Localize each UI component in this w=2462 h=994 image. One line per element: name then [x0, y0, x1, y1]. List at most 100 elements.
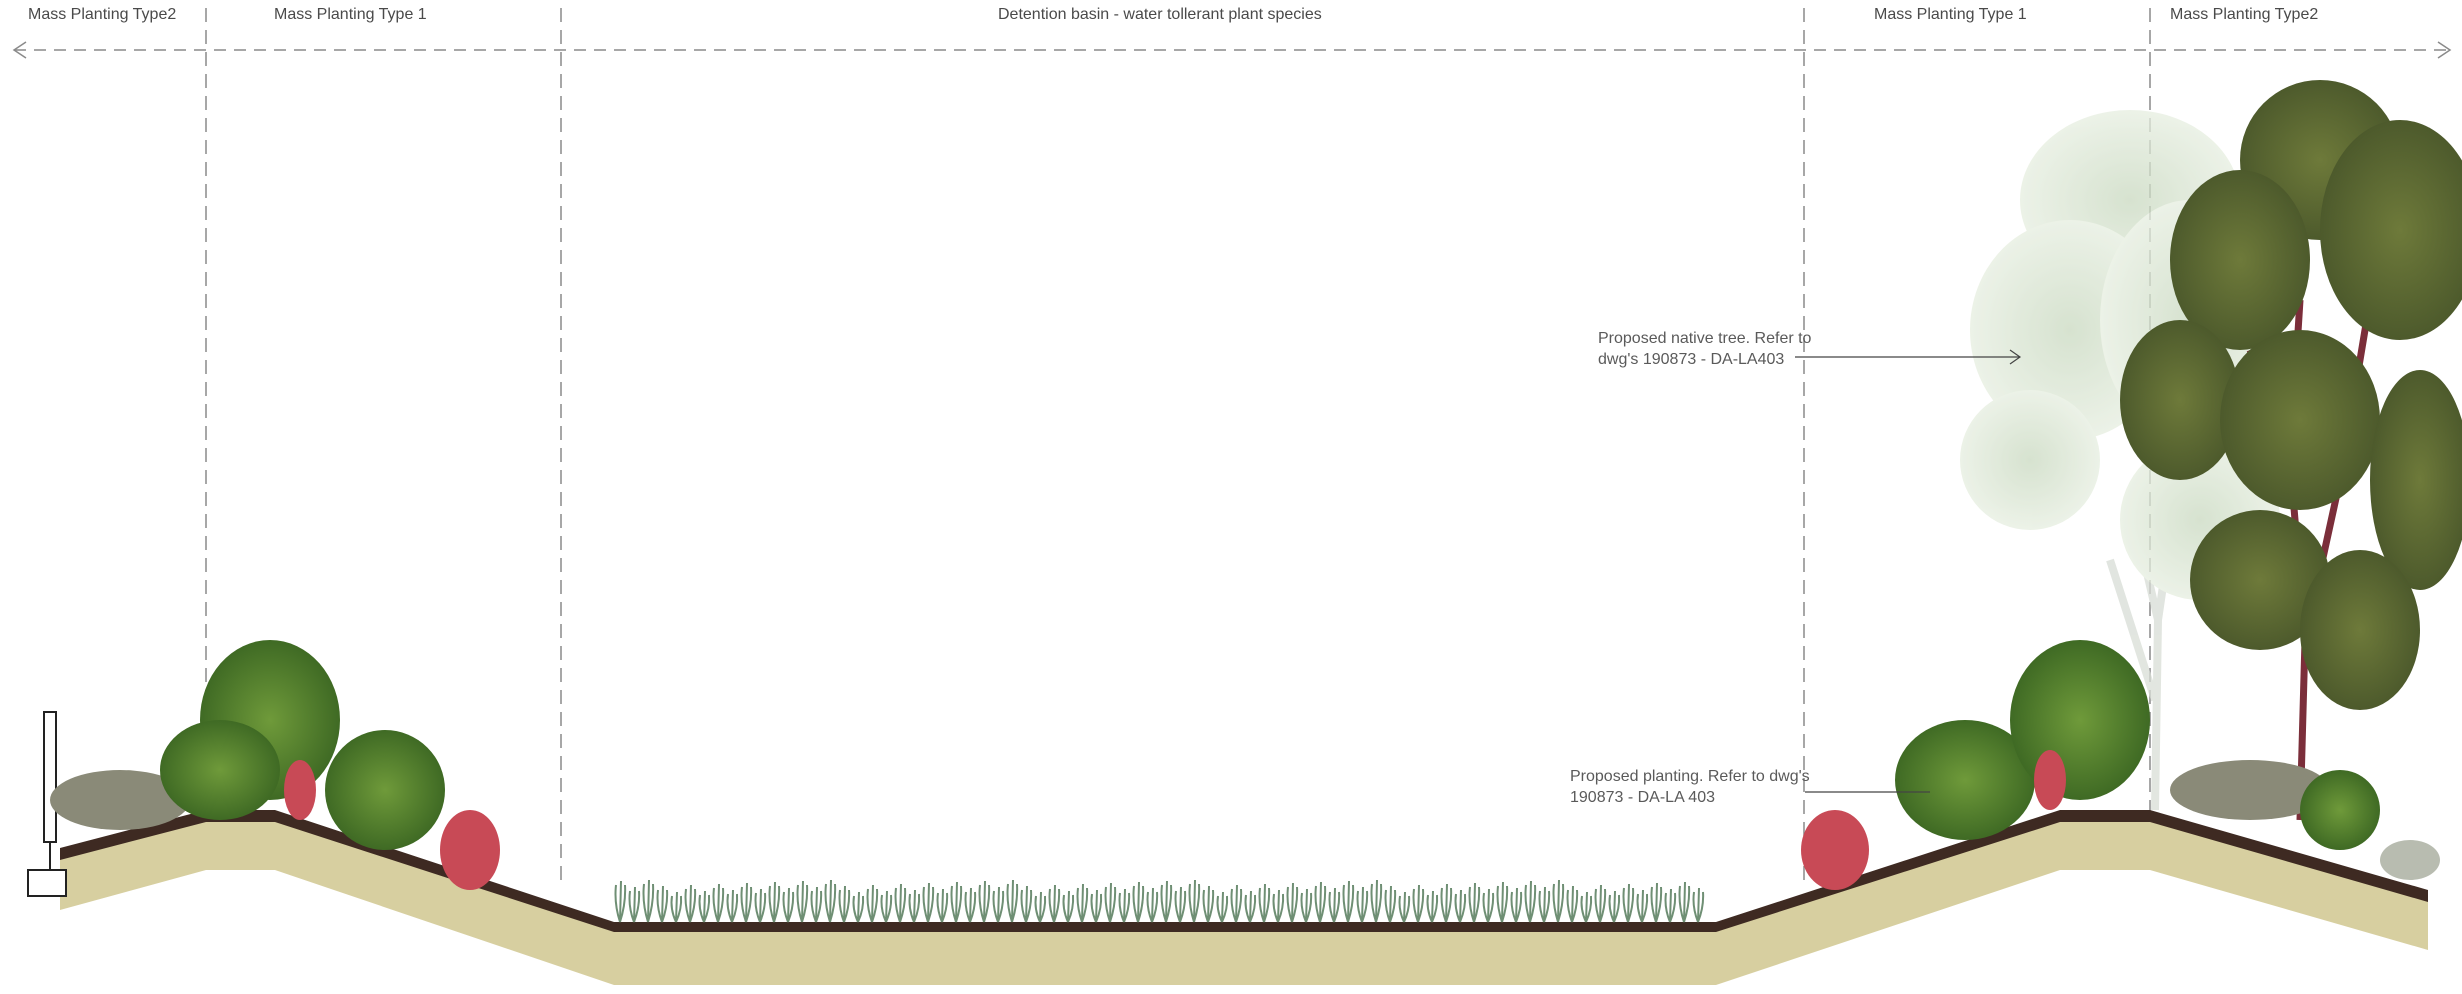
grass-tuft — [866, 884, 879, 923]
grass-tuft — [1216, 891, 1229, 923]
grass-tuft — [936, 888, 949, 923]
grass-tuft — [1146, 887, 1159, 923]
grass-tuft — [1398, 891, 1411, 923]
annotation-proposed-planting-line1: Proposed planting. Refer to dwg's — [1570, 768, 1810, 785]
grass-tuft — [782, 887, 795, 923]
annotation-native-tree-line1: Proposed native tree. Refer to — [1598, 330, 1812, 347]
grass-tuft — [1622, 883, 1635, 923]
zone-dividers — [205, 8, 2151, 880]
soil-body — [60, 812, 2428, 985]
grass-tuft — [1104, 882, 1117, 923]
annotation-proposed-planting-line2: 190873 - DA-LA 403 — [1570, 789, 1715, 806]
grass-tuft — [740, 882, 753, 923]
grass-tuft — [838, 885, 851, 923]
grass-tuft — [726, 889, 739, 923]
grass-tuft — [684, 884, 697, 923]
left-planting — [50, 640, 500, 890]
grass-tuft — [978, 880, 991, 923]
grass-tuft — [1258, 883, 1271, 923]
grass-tuft — [810, 886, 823, 923]
annotation-proposed-planting: Proposed planting. Refer to dwg's 190873… — [1570, 766, 1810, 808]
grass-tuft — [642, 879, 655, 923]
grass-tuft — [950, 881, 963, 923]
grass-tuft — [1636, 889, 1649, 923]
grass-tuft — [1286, 882, 1299, 923]
grass-tuft — [852, 891, 865, 923]
grass-tuft — [1454, 889, 1467, 923]
grass-tuft — [1272, 889, 1285, 923]
right-planting — [1801, 640, 2440, 890]
grass-tuft — [1314, 881, 1327, 923]
grass-tuft — [1062, 890, 1075, 923]
native-tree — [2120, 80, 2462, 821]
zone-label-mass-planting-type1-right: Mass Planting Type 1 — [1874, 6, 2027, 23]
grass-tuft — [1174, 886, 1187, 923]
grass-tuft — [1510, 887, 1523, 923]
grass-tuft — [1650, 882, 1663, 923]
grass-tuft — [1160, 880, 1173, 923]
grass-tuft — [1580, 891, 1593, 923]
grass-tuft — [1230, 884, 1243, 923]
zone-label-mass-planting-type2-left: Mass Planting Type2 — [28, 6, 177, 23]
grass-tuft — [796, 880, 809, 923]
grass-tuft — [1482, 888, 1495, 923]
grass-tuft — [992, 886, 1005, 923]
grass-tuft — [824, 879, 837, 923]
topsoil-band — [60, 810, 2428, 932]
grass-tuft — [1300, 888, 1313, 923]
fence-post — [27, 711, 67, 897]
grass-tuft — [908, 889, 921, 923]
grass-tuft — [1692, 887, 1705, 923]
grass-tuft — [1468, 882, 1481, 923]
grass-tuft — [1118, 888, 1131, 923]
grass-tuft — [628, 886, 641, 923]
grass-tuft — [754, 888, 767, 923]
grass-tuft — [1090, 889, 1103, 923]
grass-tuft — [1678, 881, 1691, 923]
grass-tuft — [1132, 881, 1145, 923]
grass-tuft — [1034, 891, 1047, 923]
grass-tuft — [614, 880, 627, 923]
grass-tuft — [1608, 890, 1621, 923]
grass-tuft — [1202, 885, 1215, 923]
annotation-native-tree-line2: dwg's 190873 - DA-LA403 — [1598, 351, 1785, 368]
grass-tuft — [1538, 886, 1551, 923]
zone-label-detention-basin: Detention basin - water tollerant plant … — [998, 6, 1322, 23]
grass-tuft — [1426, 890, 1439, 923]
grass-tuft — [1342, 880, 1355, 923]
leader-lines — [1795, 349, 2022, 793]
grass-tuft — [964, 887, 977, 923]
grass-tuft — [880, 890, 893, 923]
grass-tuft — [1496, 881, 1509, 923]
dimension-line — [12, 41, 2452, 59]
grass-tuft — [1020, 885, 1033, 923]
grass-tuft — [656, 885, 669, 923]
grass-tuft — [1384, 885, 1397, 923]
grass-tuft — [768, 881, 781, 923]
zone-label-mass-planting-type2-right: Mass Planting Type2 — [2170, 6, 2319, 23]
grass-tuft — [1552, 879, 1565, 923]
grass-tuft — [1664, 888, 1677, 923]
grass-tuft — [1048, 884, 1061, 923]
grass-tuft — [670, 891, 683, 923]
grass-tuft — [712, 883, 725, 923]
zone-label-mass-planting-type1-left: Mass Planting Type 1 — [274, 6, 427, 23]
basin-grasses — [614, 879, 1705, 923]
grass-tuft — [1244, 890, 1257, 923]
grass-tuft — [1328, 887, 1341, 923]
grass-tuft — [1524, 880, 1537, 923]
grass-tuft — [1188, 879, 1201, 923]
grass-tuft — [1440, 883, 1453, 923]
grass-tuft — [1566, 885, 1579, 923]
grass-tuft — [1370, 879, 1383, 923]
grass-tuft — [1076, 883, 1089, 923]
grass-tuft — [1356, 886, 1369, 923]
annotation-native-tree: Proposed native tree. Refer to dwg's 190… — [1598, 328, 1811, 370]
grass-tuft — [922, 882, 935, 923]
grass-tuft — [1006, 879, 1019, 923]
grass-tuft — [894, 883, 907, 923]
grass-tuft — [698, 890, 711, 923]
grass-tuft — [1594, 884, 1607, 923]
